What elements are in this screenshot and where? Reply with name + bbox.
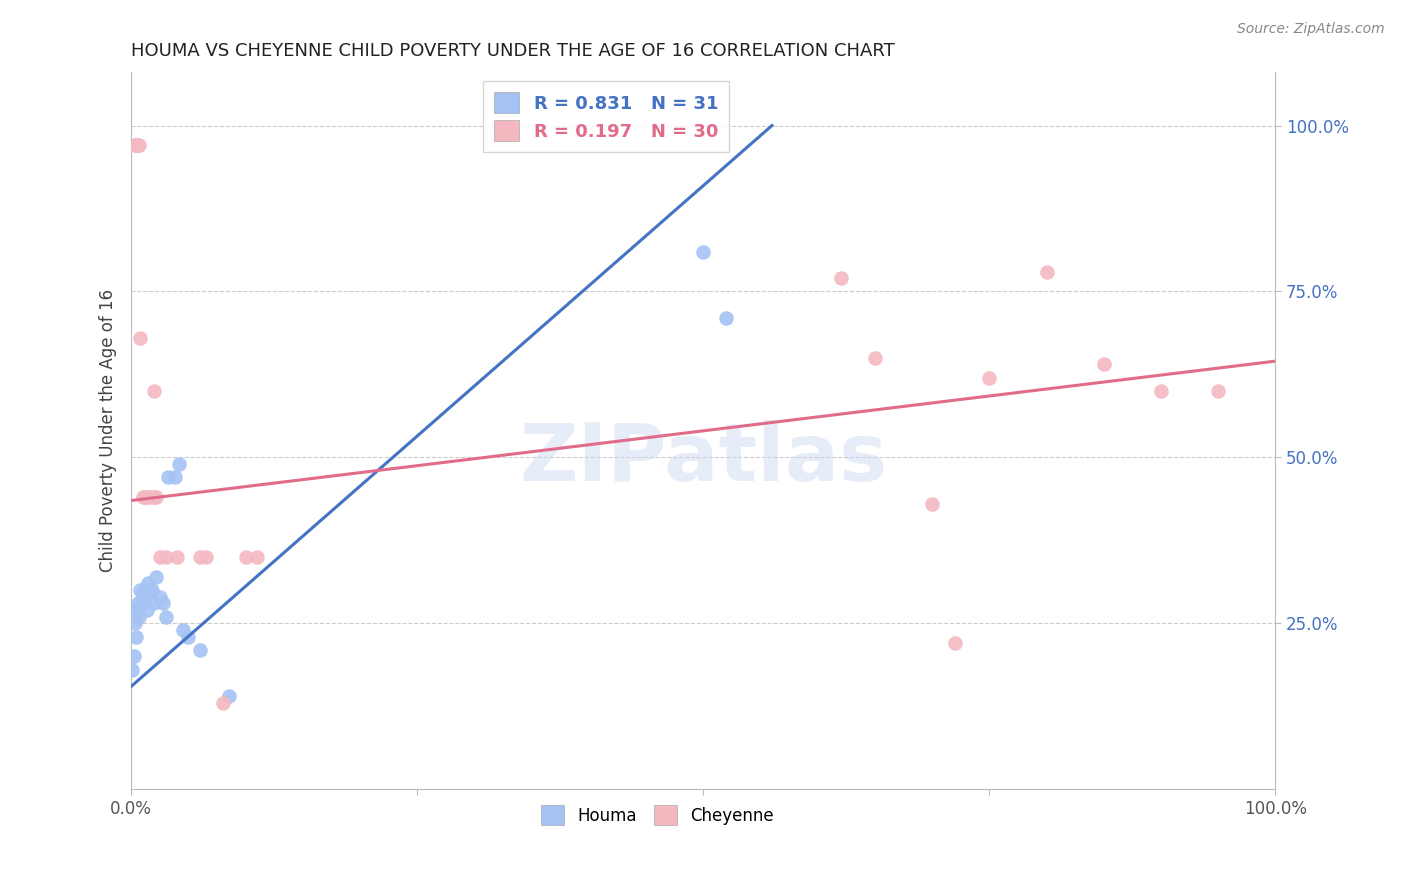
Point (125, 630, 148, 644)
Point (1092, 358, 1115, 372)
Point (124, 616, 146, 631)
Point (830, 271, 852, 285)
Point (145, 570, 167, 584)
Text: HOUMA VS CHEYENNE CHILD POVERTY UNDER THE AGE OF 16 CORRELATION CHART: HOUMA VS CHEYENNE CHILD POVERTY UNDER TH… (131, 42, 896, 60)
Point (149, 590, 172, 604)
Point (172, 623, 194, 637)
Y-axis label: Child Poverty Under the Age of 16: Child Poverty Under the Age of 16 (100, 289, 117, 573)
Point (163, 470, 186, 484)
Point (692, 244, 714, 259)
Point (1150, 384, 1173, 398)
Point (149, 549, 172, 564)
Point (141, 490, 163, 504)
Point (128, 609, 150, 624)
Point (124, 138, 146, 153)
Text: ZIPatlas: ZIPatlas (519, 420, 887, 499)
Point (125, 603, 148, 617)
Point (979, 370, 1001, 384)
Point (134, 590, 156, 604)
Point (129, 331, 152, 345)
Point (166, 549, 188, 564)
Point (188, 643, 211, 657)
Point (152, 596, 174, 610)
Point (134, 490, 156, 504)
Point (125, 138, 148, 153)
Point (131, 490, 153, 504)
Point (129, 583, 152, 598)
Point (143, 490, 166, 504)
Point (138, 490, 160, 504)
Point (145, 490, 167, 504)
Point (177, 630, 200, 644)
Point (121, 663, 143, 677)
Point (141, 583, 163, 598)
Point (135, 583, 157, 598)
Point (135, 490, 157, 504)
Point (246, 549, 269, 564)
Point (943, 636, 966, 650)
Point (169, 457, 191, 471)
Point (138, 583, 160, 598)
Point (138, 576, 160, 591)
Text: Source: ZipAtlas.com: Source: ZipAtlas.com (1237, 22, 1385, 37)
Point (131, 596, 153, 610)
Point (1206, 384, 1229, 398)
Point (136, 603, 159, 617)
Point (131, 590, 153, 604)
Point (716, 310, 738, 325)
Point (127, 596, 149, 610)
Point (863, 351, 886, 365)
Point (235, 549, 257, 564)
Point (132, 583, 155, 598)
Point (143, 384, 166, 398)
Point (155, 609, 177, 624)
Point (127, 138, 149, 153)
Point (155, 549, 177, 564)
Point (921, 497, 943, 511)
Legend: Houma, Cheyenne: Houma, Cheyenne (531, 796, 785, 835)
Point (194, 549, 217, 564)
Point (218, 690, 240, 704)
Point (143, 596, 166, 610)
Point (188, 549, 211, 564)
Point (1035, 264, 1057, 278)
Point (211, 696, 233, 710)
Point (156, 470, 179, 484)
Point (128, 138, 150, 153)
Point (122, 649, 145, 664)
